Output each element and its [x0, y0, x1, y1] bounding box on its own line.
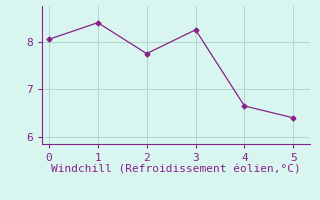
X-axis label: Windchill (Refroidissement éolien,°C): Windchill (Refroidissement éolien,°C)	[51, 164, 301, 174]
